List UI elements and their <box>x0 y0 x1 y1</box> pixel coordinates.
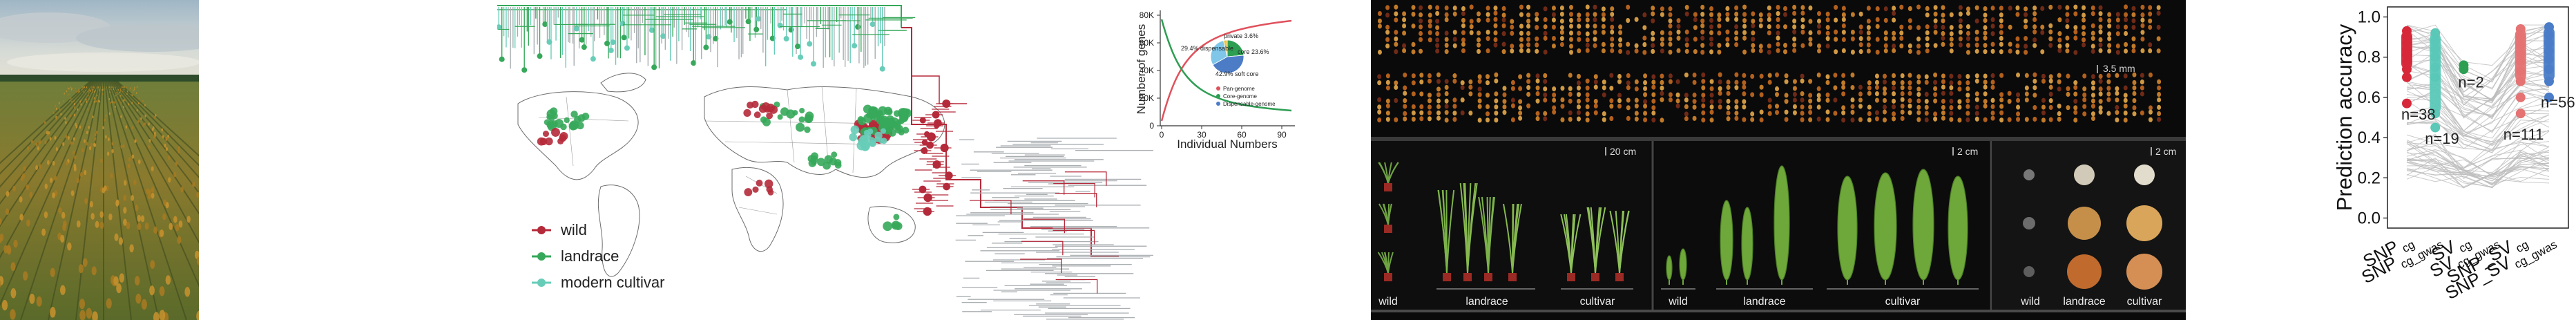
millet-rows <box>0 81 199 320</box>
plants-label-landrace: landrace <box>1465 296 1508 308</box>
inset-x-tick: 90 <box>1277 130 1287 140</box>
grains-label-landrace: landrace <box>2063 296 2105 308</box>
scale-bar-seeds: 3.5 mm <box>2103 63 2135 74</box>
n-label: n=56 <box>2541 93 2575 111</box>
plants-subpanel: 20 cm wild landrace cultivar <box>1371 141 1654 310</box>
plants-label-wild: wild <box>1378 296 1398 308</box>
panicles-label-cultivar: cultivar <box>1885 296 1921 308</box>
inset-x-tick: 30 <box>1197 130 1207 140</box>
data-point <box>2544 92 2554 102</box>
inset-y-axis-label: Number of genes <box>1135 24 1148 114</box>
point-cluster <box>2515 29 2526 82</box>
pie-label-core: core 23.6% <box>1238 48 1269 55</box>
inset-legend-dispensable: Dispensable-genome <box>1223 101 1276 107</box>
scale-bar-plants: 20 cm <box>1610 146 1636 157</box>
pie-label-softcore: 42.9% soft core <box>1215 70 1259 77</box>
point-cluster <box>2401 30 2412 70</box>
y-tick-label: 0.4 <box>2358 129 2381 147</box>
n-label: n=19 <box>2425 130 2459 147</box>
grains-label-cultivar: cultivar <box>2127 296 2162 308</box>
inset-y-tick: 0 <box>1149 121 1154 131</box>
pie-slice <box>1212 55 1244 74</box>
pie-label-dispensable: 29.4% dispensable <box>1181 45 1233 52</box>
pie-label-private: private 3.6% <box>1224 32 1258 39</box>
legend-landrace-label: landrace <box>561 247 619 265</box>
phylogenetic-tree <box>497 5 916 73</box>
core-genome-curve <box>1160 19 1292 112</box>
inset-y-tick: 20K <box>1140 93 1154 103</box>
plants-label-cultivar: cultivar <box>1580 296 1615 308</box>
data-point <box>2515 109 2526 119</box>
point-cluster <box>2430 32 2441 114</box>
legend-wild-label: wild <box>560 221 587 238</box>
pan-genome-curve <box>1160 19 1292 122</box>
panicles-label-landrace: landrace <box>1743 296 1785 308</box>
inset-y-tick: 60K <box>1140 38 1154 48</box>
phylogenetic-tree-right <box>901 27 1153 320</box>
legend-modern-cultivar-dot <box>537 279 546 287</box>
y-tick-label: 0.2 <box>2358 169 2381 187</box>
inset-y-tick: 80K <box>1140 10 1154 20</box>
data-point <box>2515 92 2526 102</box>
y-tick-label: 0.0 <box>2358 209 2381 227</box>
scale-bar-panicles: 2 cm <box>1957 146 1978 157</box>
grains-label-wild: wild <box>2020 296 2040 308</box>
phylogeny-map-panel: wild landrace modern cultivar 0 20K 40K 60K… <box>497 0 1305 320</box>
pie-slice <box>1210 40 1228 66</box>
pan-genome-pie <box>1210 39 1244 74</box>
scale-bar-grains: 2 cm <box>2155 146 2176 157</box>
n-label: n=111 <box>2503 126 2544 143</box>
n-labels: n=38 n=19 n=2 n=111 n=56 <box>2401 73 2575 147</box>
data-point <box>2402 98 2412 109</box>
y-tick-label: 0.6 <box>2358 88 2381 107</box>
y-axis-ticks: 0.0 0.2 0.4 0.6 0.8 1.0 <box>2358 8 2387 227</box>
inset-legend-pan: Pan-genome <box>1223 86 1255 92</box>
y-tick-label: 0.8 <box>2358 48 2381 67</box>
world-map <box>517 73 945 277</box>
inset-y-tick: 40K <box>1140 66 1154 75</box>
data-point <box>2402 72 2412 82</box>
data-point <box>2459 64 2469 75</box>
pie-slice <box>1223 39 1228 57</box>
n-label: n=38 <box>2401 106 2436 123</box>
inset-x-axis-label: Individual Numbers <box>1177 138 1278 151</box>
grains-subpanel: 2 cm wild landrace cultivar <box>1993 141 2186 310</box>
legend-modern-cultivar-label: modern cultivar <box>561 274 664 291</box>
inset-x-tick: 0 <box>1160 130 1164 140</box>
pan-genome-inset-chart: 0 20K 40K 60K 80K 0 30 60 90 Number of genes In… <box>1135 10 1295 151</box>
prediction-accuracy-chart: Prediction accuracy 0.0 0.2 0.4 0.6 0.8 1.0 n… <box>2324 0 2576 320</box>
point-cluster <box>2544 27 2555 82</box>
sample-locations <box>537 100 912 232</box>
legend-wild-dot <box>537 226 546 234</box>
seed-array <box>1377 4 2162 123</box>
y-axis-label: Prediction accuracy <box>2332 23 2356 211</box>
inset-x-tick: 60 <box>1237 130 1247 140</box>
data-point <box>2430 122 2441 133</box>
y-tick-label: 1.0 <box>2358 8 2381 27</box>
panicles-label-wild: wild <box>1668 296 1688 308</box>
pie-slice <box>1227 39 1244 57</box>
legend-landrace-dot <box>537 252 546 261</box>
data-points <box>2401 22 2555 133</box>
field-photo <box>0 0 199 320</box>
inset-legend-core: Core-genome <box>1223 93 1257 100</box>
panicles-subpanel: 2 cm wild landrace cultivar <box>1655 141 1992 310</box>
tree-legend: wild landrace modern cultivar <box>532 221 664 291</box>
phenotype-photo-panel: 3.5 mm 20 cm wild landrace cultivar 2 cm <box>1371 0 2186 320</box>
n-label: n=2 <box>2458 73 2483 91</box>
